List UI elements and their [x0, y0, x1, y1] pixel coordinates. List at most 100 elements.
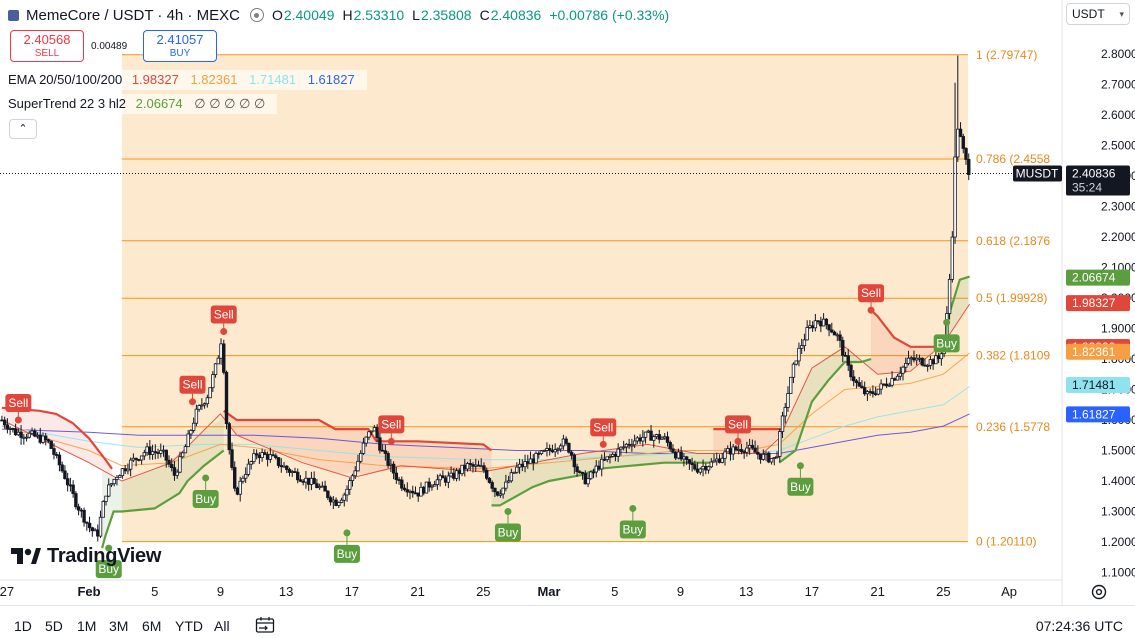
candle: [233, 467, 237, 489]
candle: [378, 437, 382, 451]
candle: [375, 427, 379, 439]
candle: [52, 448, 56, 455]
candle: [690, 462, 694, 466]
candle: [123, 468, 127, 472]
candle: [709, 461, 713, 468]
candle: [208, 387, 212, 399]
candle: [353, 470, 357, 477]
candle: [786, 393, 790, 408]
signal-label-bg-1: [95, 560, 122, 579]
fib-label-6: 0 (1.20110): [976, 535, 1037, 549]
candle: [79, 509, 84, 512]
tf-ytd[interactable]: YTD: [175, 618, 203, 634]
candle: [391, 463, 396, 474]
candle: [397, 479, 401, 481]
open-value: 2.40049: [283, 7, 335, 23]
candle: [734, 446, 738, 451]
supertrend-fill-6: [871, 310, 947, 375]
price-label-bg-5: [1066, 406, 1130, 423]
time-tick-11: 13: [739, 584, 753, 599]
ema-name: EMA 20/50/100/200: [8, 72, 123, 87]
high-label: H: [342, 7, 353, 23]
tf-1m[interactable]: 1M: [77, 618, 97, 634]
candle: [41, 435, 45, 443]
candle: [731, 446, 735, 455]
price-tick-0: 2.80000: [1101, 47, 1135, 61]
candle: [715, 458, 719, 462]
ema100-value: 1.71481: [249, 72, 297, 87]
candle: [334, 499, 338, 506]
candle: [904, 363, 908, 368]
price-chart[interactable]: 1 (2.79747) 0.786 (2.4558 0.618 (2.1876 0.5…: [0, 0, 1135, 605]
signal-label-bg-3: [192, 489, 219, 508]
symbol-title[interactable]: MemeCore / USDT · 4h · MEXC: [26, 6, 240, 24]
supertrend-legend[interactable]: SuperTrend 22 3 hl2 2.06674 ∅ ∅ ∅ ∅ ∅: [8, 94, 278, 114]
candle: [126, 468, 130, 472]
candle: [830, 329, 834, 333]
candle: [802, 339, 807, 347]
candle: [501, 487, 505, 495]
utc-clock[interactable]: 07:24:36 UTC: [1035, 618, 1123, 634]
supertrend-line-5: [778, 357, 872, 464]
candle: [671, 448, 675, 453]
candle: [950, 236, 955, 280]
candle: [235, 487, 240, 495]
time-tick-1: Feb: [77, 584, 100, 599]
candle: [726, 448, 730, 453]
candle: [301, 480, 305, 483]
candle: [422, 486, 426, 494]
tf-all[interactable]: All: [214, 618, 230, 634]
candle: [493, 487, 497, 493]
candle: [537, 452, 541, 455]
candle: [205, 397, 210, 405]
candle: [485, 469, 489, 479]
candle: [172, 467, 177, 476]
signal-label-10: Sell: [728, 417, 748, 431]
candle: [38, 434, 42, 443]
candle: [580, 471, 585, 474]
tf-6m[interactable]: 6M: [142, 618, 162, 634]
collapse-legend-button[interactable]: ⌃: [9, 119, 37, 139]
candle: [213, 363, 218, 376]
supertrend-line-0: [1, 406, 113, 470]
candle: [446, 475, 451, 483]
date-range-icon[interactable]: [255, 616, 275, 634]
gear-icon[interactable]: [1090, 583, 1108, 601]
supertrend-fill-7: [946, 276, 970, 339]
candle: [558, 445, 563, 450]
candle: [764, 452, 768, 455]
candle: [315, 483, 319, 489]
candle: [956, 128, 960, 158]
currency-select[interactable]: USDT ▾: [1066, 3, 1130, 25]
candle: [224, 371, 229, 425]
buy-button[interactable]: 2.41057 BUY: [143, 30, 217, 62]
candle: [780, 415, 785, 432]
candle: [901, 366, 905, 374]
fib-label-1: 0.786 (2.4558: [976, 152, 1050, 166]
signal-label-bg-13: [933, 334, 960, 353]
candle: [528, 458, 533, 464]
candle: [109, 483, 114, 486]
candle: [430, 485, 434, 488]
tf-1d[interactable]: 1D: [14, 618, 32, 634]
sell-price: 2.40568: [23, 32, 71, 47]
candle: [556, 448, 560, 451]
signal-label-bg-10: [724, 415, 751, 434]
symbol-header: MemeCore / USDT · 4h · MEXC O 2.40049 H 2.…: [8, 5, 678, 25]
candle: [813, 320, 818, 329]
sell-button[interactable]: 2.40568 SELL: [10, 30, 84, 62]
ema-legend[interactable]: EMA 20/50/100/200 1.98327 1.82361 1.7148…: [8, 70, 367, 90]
candle: [306, 477, 311, 485]
candle: [194, 408, 199, 424]
candle: [797, 347, 801, 362]
candle: [65, 478, 70, 486]
tf-5d[interactable]: 5D: [45, 618, 63, 634]
close-label: C: [479, 7, 490, 23]
tf-3m[interactable]: 3M: [109, 618, 129, 634]
candle: [583, 473, 588, 485]
candle: [139, 455, 144, 461]
open-label: O: [271, 7, 283, 23]
eye-icon[interactable]: [249, 8, 264, 22]
price-tick-6: 2.20000: [1101, 230, 1135, 244]
candle: [706, 466, 711, 471]
